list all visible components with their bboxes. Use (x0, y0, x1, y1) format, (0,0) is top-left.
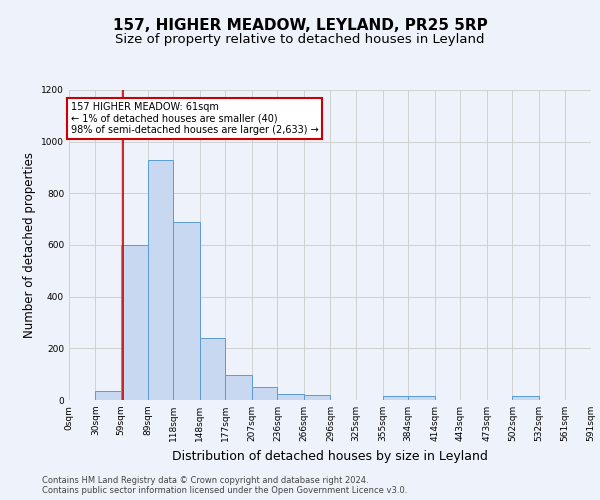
Bar (512, 396, 539, 400)
Bar (200, 338, 226, 400)
Y-axis label: Number of detached properties: Number of detached properties (23, 152, 35, 338)
Text: 157, HIGHER MEADOW, LEYLAND, PR25 5RP: 157, HIGHER MEADOW, LEYLAND, PR25 5RP (113, 18, 487, 32)
Bar (252, 387, 277, 400)
Bar (383, 396, 408, 400)
Bar (173, 222, 200, 400)
Bar (95, 391, 121, 400)
Bar (408, 396, 434, 400)
Bar (277, 394, 304, 400)
Bar (226, 376, 252, 400)
Bar (304, 395, 331, 400)
Bar (121, 245, 148, 400)
X-axis label: Distribution of detached houses by size in Leyland: Distribution of detached houses by size … (172, 450, 488, 462)
Bar (148, 160, 173, 400)
Text: Contains HM Land Registry data © Crown copyright and database right 2024.
Contai: Contains HM Land Registry data © Crown c… (42, 476, 407, 495)
Text: 157 HIGHER MEADOW: 61sqm
← 1% of detached houses are smaller (40)
98% of semi-de: 157 HIGHER MEADOW: 61sqm ← 1% of detache… (71, 102, 319, 135)
Text: Size of property relative to detached houses in Leyland: Size of property relative to detached ho… (115, 32, 485, 46)
